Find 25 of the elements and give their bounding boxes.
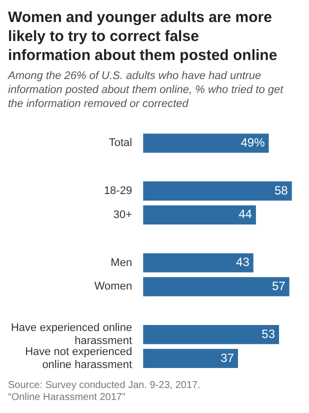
chart-title: Women and younger adults are more likely to try to correct false information about them posted online — [8, 8, 278, 65]
y-tick-label: Women — [94, 280, 132, 293]
data-label: 53 — [262, 326, 276, 341]
y-tick-label: Total — [108, 137, 132, 150]
data-label: 44 — [238, 207, 252, 222]
bar — [143, 134, 269, 153]
data-label: 57 — [272, 278, 286, 293]
y-tick-label: Men — [110, 256, 132, 269]
bar — [143, 324, 280, 344]
bar — [143, 277, 290, 296]
data-label: 58 — [274, 183, 288, 198]
text: “Online Harassment 2017” — [8, 392, 126, 404]
data-label: 49% — [240, 135, 266, 150]
data-label: 37 — [220, 350, 234, 365]
data-label: 43 — [236, 255, 250, 270]
bar — [143, 253, 254, 272]
chart-subtitle: Among the 26% of U.S. adults who have had untrue information posted about them online, % who tried to get the information removed or corrected — [8, 69, 284, 111]
source-note: Source: Survey conducted Jan. 9-23, 2017. — [8, 380, 202, 392]
y-tick-label: Have not experienced online harassment — [25, 346, 132, 372]
bar — [143, 205, 256, 224]
y-tick-label: 18-29 — [104, 185, 132, 198]
y-tick-label: Have experienced online harassment — [10, 322, 132, 348]
bar — [143, 181, 292, 201]
bar — [143, 348, 238, 368]
y-tick-label: 30+ — [113, 208, 132, 221]
